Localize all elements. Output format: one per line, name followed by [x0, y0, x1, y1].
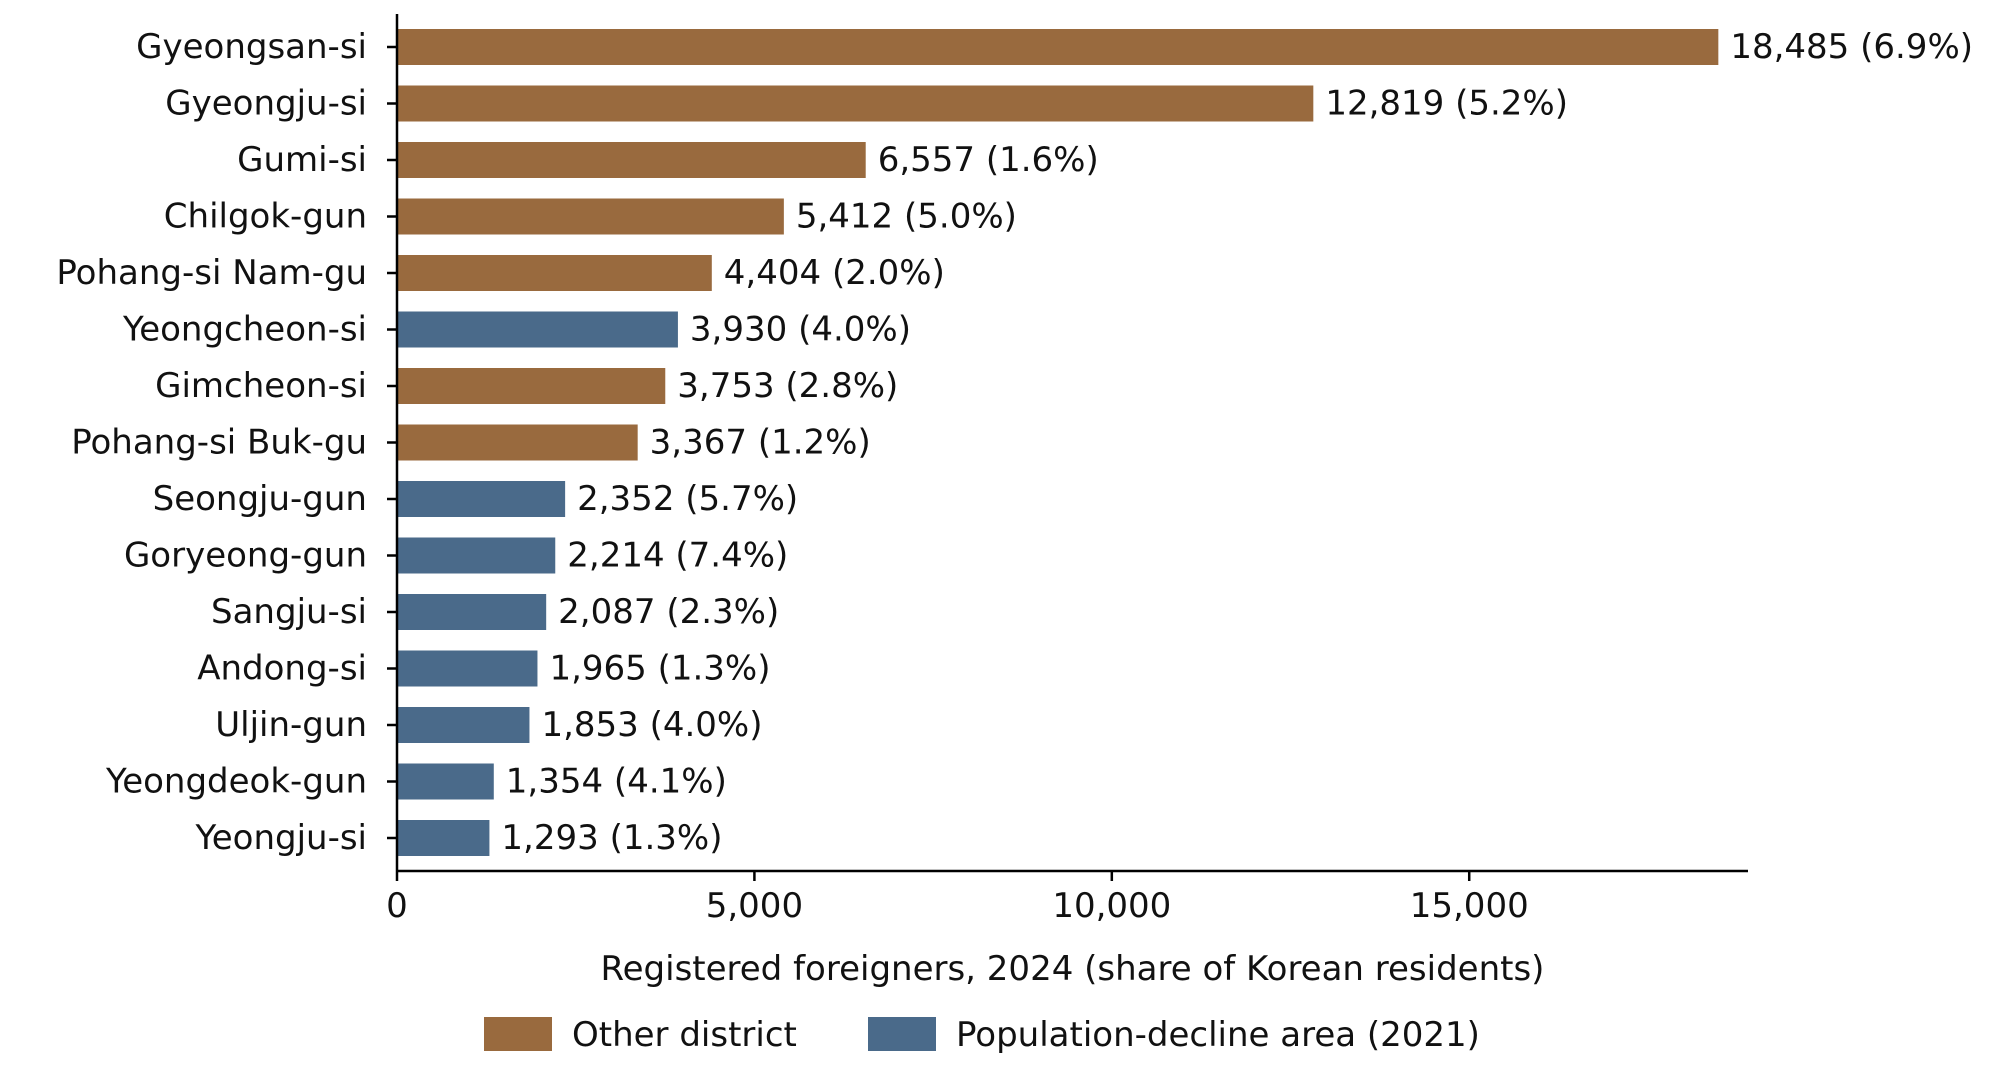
category-label: Andong-si [197, 649, 367, 689]
bar-5 [397, 311, 678, 348]
category-label: Chilgok-gun [164, 197, 367, 237]
value-label: 3,930 (4.0%) [690, 310, 911, 350]
category-label: Pohang-si Nam-gu [56, 253, 367, 293]
bar-7 [397, 424, 638, 461]
x-ticks: 0 5,000 10,000 15,000 [386, 871, 1529, 926]
x-axis-title: Registered foreigners, 2024 (share of Ko… [601, 949, 1545, 989]
bar-14 [397, 820, 490, 856]
value-labels: 18,485 (6.9%) 12,819 (5.2%) 6,557 (1.6%) 5,… [501, 27, 1973, 858]
x-tick-label: 10,000 [1052, 886, 1171, 926]
category-label: Gumi-si [237, 140, 367, 180]
category-label: Yeongju-si [194, 818, 367, 858]
value-label: 4,404 (2.0%) [724, 253, 945, 293]
category-label: Gyeongsan-si [136, 27, 367, 67]
bar-10 [397, 594, 547, 630]
x-tick-label: 0 [386, 886, 408, 926]
category-label: Gyeongju-si [165, 84, 367, 124]
bar-9 [397, 537, 556, 574]
bar-1 [397, 85, 1314, 122]
legend-label-decline: Population-decline area (2021) [956, 1015, 1480, 1055]
value-label: 12,819 (5.2%) [1325, 84, 1568, 124]
bar-4 [397, 255, 712, 291]
bar-11 [397, 650, 538, 687]
value-label: 3,367 (1.2%) [650, 423, 871, 463]
category-labels: Gyeongsan-si Gyeongju-si Gumi-si Chilgok-gu… [56, 27, 367, 858]
category-label: Gimcheon-si [155, 366, 367, 406]
category-label: Uljin-gun [215, 705, 367, 745]
x-tick-label: 15,000 [1410, 886, 1529, 926]
legend: Other district Population-decline area (… [484, 1015, 1480, 1055]
value-label: 2,352 (5.7%) [577, 479, 798, 519]
bar-13 [397, 763, 494, 800]
bars-layer [397, 29, 1719, 856]
value-label: 1,965 (1.3%) [549, 649, 770, 689]
value-label: 1,354 (4.1%) [506, 762, 727, 802]
legend-swatch-other [484, 1017, 552, 1051]
value-label: 6,557 (1.6%) [878, 140, 1099, 180]
legend-swatch-decline [868, 1017, 936, 1051]
category-label: Sangju-si [211, 592, 367, 632]
bar-12 [397, 707, 530, 743]
legend-label-other: Other district [572, 1015, 797, 1055]
axes [387, 14, 1748, 873]
bar-0 [397, 29, 1719, 65]
bar-6 [397, 368, 666, 404]
category-label: Pohang-si Buk-gu [71, 423, 367, 463]
value-label: 1,853 (4.0%) [541, 705, 762, 745]
bar-8 [397, 481, 566, 517]
category-label: Yeongcheon-si [122, 310, 367, 350]
x-tick-label: 5,000 [706, 886, 803, 926]
category-label: Goryeong-gun [124, 536, 367, 576]
value-label: 3,753 (2.8%) [677, 366, 898, 406]
value-label: 18,485 (6.9%) [1730, 27, 1973, 67]
value-label: 2,214 (7.4%) [567, 536, 788, 576]
category-label: Seongju-gun [153, 479, 367, 519]
value-label: 5,412 (5.0%) [796, 197, 1017, 237]
category-label: Yeongdeok-gun [105, 762, 367, 802]
value-label: 1,293 (1.3%) [501, 818, 722, 858]
bar-3 [397, 198, 784, 235]
bar-2 [397, 142, 866, 178]
value-label: 2,087 (2.3%) [558, 592, 779, 632]
